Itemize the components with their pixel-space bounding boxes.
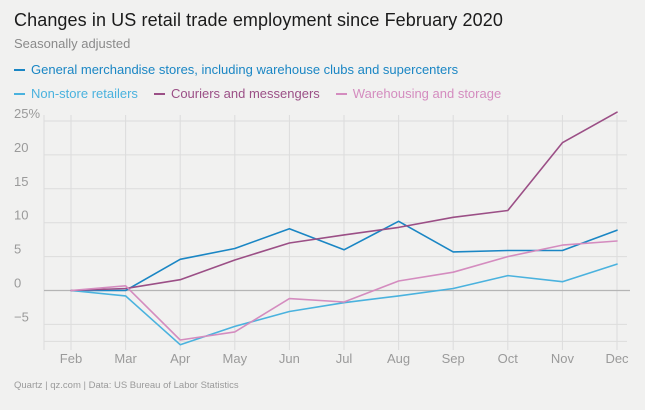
- series-layer: [70, 111, 618, 346]
- legend-label-warehousing: Warehousing and storage: [352, 86, 502, 101]
- x-tick-label-May: May: [223, 351, 248, 366]
- chart-title: Changes in US retail trade employment si…: [14, 10, 503, 30]
- x-tick-label-Feb: Feb: [60, 351, 82, 366]
- x-tick-label-Jun: Jun: [279, 351, 300, 366]
- y-tick-label-25: 25%: [14, 106, 40, 121]
- legend-item-couriers: Couriers and messengers: [153, 86, 320, 101]
- grid-layer: [43, 115, 627, 350]
- legend-swatch-general-merchandise: [14, 68, 25, 71]
- legend-swatch-couriers: [153, 92, 165, 95]
- y-tick-label-10: 10: [14, 208, 28, 223]
- chart-subtitle: Seasonally adjusted: [14, 36, 131, 51]
- legend-item-warehousing: Warehousing and storage: [335, 86, 502, 101]
- x-tick-label-Mar: Mar: [114, 351, 137, 366]
- x-tick-label-Aug: Aug: [387, 351, 410, 366]
- x-axis-labels: Feb Mar Apr May Jun Jul Aug Sep Oct Nov Dec: [60, 351, 629, 366]
- series-line-couriers: [70, 111, 618, 292]
- x-tick-label-Apr: Apr: [170, 351, 191, 366]
- legend-row-2: Non-store retailers Couriers and messeng…: [14, 86, 511, 101]
- source-footer: Quartz | qz.com | Data: US Bureau of Lab…: [14, 380, 239, 391]
- x-tick-label-Sep: Sep: [442, 351, 465, 366]
- y-tick-label-15: 15: [14, 174, 28, 189]
- x-tick-label-Dec: Dec: [605, 351, 629, 366]
- x-tick-label-Nov: Nov: [551, 351, 575, 366]
- legend-label-couriers: Couriers and messengers: [170, 86, 320, 101]
- legend-row-1: General merchandise stores, including wa…: [14, 62, 468, 77]
- y-axis-labels: −5 0 5 10 15 20 25%: [14, 106, 40, 324]
- legend-item-general-merchandise: General merchandise stores, including wa…: [14, 62, 458, 77]
- legend-label-general-merchandise: General merchandise stores, including wa…: [31, 62, 459, 77]
- y-tick-label-5: 5: [14, 242, 21, 257]
- x-tick-label-Jul: Jul: [336, 351, 353, 366]
- legend-swatch-warehousing: [335, 92, 347, 95]
- y-tick-label-0: 0: [14, 276, 21, 291]
- legend-item-non-store: Non-store retailers: [14, 86, 138, 101]
- series-line-warehousing: [70, 240, 618, 341]
- series-line-general-merchandise: [70, 220, 618, 292]
- y-tick-label--5: −5: [14, 309, 29, 324]
- y-tick-label-20: 20: [14, 140, 28, 155]
- x-tick-label-Oct: Oct: [498, 351, 519, 366]
- legend-swatch-non-store: [14, 92, 25, 95]
- legend-label-non-store: Non-store retailers: [31, 86, 138, 101]
